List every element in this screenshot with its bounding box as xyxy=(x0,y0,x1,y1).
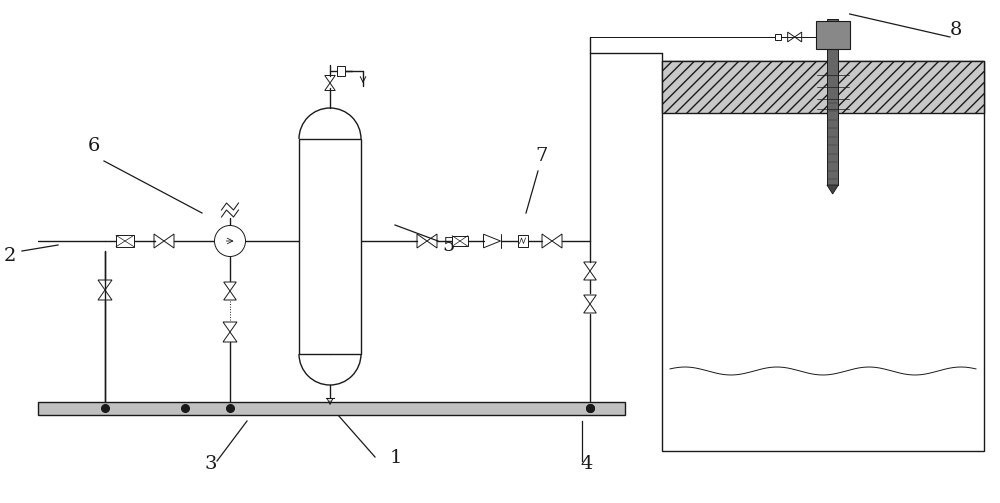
Bar xyxy=(452,236,468,246)
Bar xyxy=(816,21,850,49)
Bar xyxy=(116,235,134,247)
Text: 4: 4 xyxy=(580,455,592,473)
Text: 7: 7 xyxy=(535,147,547,165)
Polygon shape xyxy=(827,185,838,194)
Text: 1: 1 xyxy=(390,449,402,467)
Text: 3: 3 xyxy=(205,455,217,473)
Bar xyxy=(662,61,984,113)
Circle shape xyxy=(214,225,245,257)
Bar xyxy=(337,66,346,76)
Text: 6: 6 xyxy=(88,137,100,155)
Text: 8: 8 xyxy=(950,21,962,39)
Text: 2: 2 xyxy=(4,247,16,265)
Bar xyxy=(518,235,528,247)
Bar xyxy=(775,34,781,40)
Bar xyxy=(827,19,838,185)
Text: 5: 5 xyxy=(442,237,454,255)
Bar xyxy=(662,61,984,451)
Bar xyxy=(299,139,361,354)
Bar xyxy=(38,401,625,414)
